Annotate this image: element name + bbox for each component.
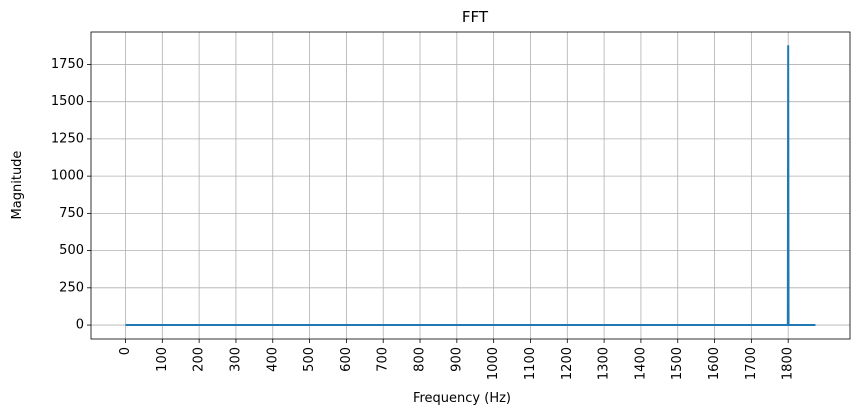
y-tick-label: 1750 [51,57,84,72]
plot-frame [90,31,851,340]
x-tick-label: 500 [302,347,317,372]
y-tick-label: 1500 [51,94,84,109]
x-axis-ticks: 0 100 200 300 400 500 600 700 800 900 1000 1100 1200… [118,339,796,380]
x-tick-label: 600 [339,347,354,372]
y-axis-label: Magnitude [10,151,25,220]
x-tick-label: 1000 [486,347,501,380]
y-tick-label: 1000 [51,169,84,184]
x-tick-label: 1100 [523,347,538,380]
y-tick-label: 250 [59,280,84,295]
x-tick-label: 1700 [744,347,759,380]
series-layer [125,44,816,327]
x-tick-label: 1300 [597,347,612,380]
x-tick-label: 0 [118,347,133,355]
fft-magnitude-line [125,44,816,327]
y-tick-label: 1250 [51,131,84,146]
x-tick-label: 700 [376,347,391,372]
x-tick-label: 300 [228,347,243,372]
chart-title: FFT [462,8,489,26]
x-tick-label: 100 [155,347,170,372]
x-tick-label: 1400 [633,347,648,380]
y-tick-label: 0 [76,318,84,333]
x-tick-label: 1800 [781,347,796,380]
grid [91,32,850,339]
x-axis-label: Frequency (Hz) [413,391,511,406]
y-tick-label: 750 [59,206,84,221]
x-tick-label: 900 [449,347,464,372]
x-tick-label: 400 [265,347,280,372]
y-tick-label: 500 [59,243,84,258]
y-axis-ticks: 0 250 500 750 1000 1250 1500 1750 [51,57,91,333]
x-tick-label: 800 [413,347,428,372]
x-tick-label: 1500 [670,347,685,380]
x-tick-label: 200 [192,347,207,372]
x-tick-label: 1600 [707,347,722,380]
x-tick-label: 1200 [560,347,575,380]
